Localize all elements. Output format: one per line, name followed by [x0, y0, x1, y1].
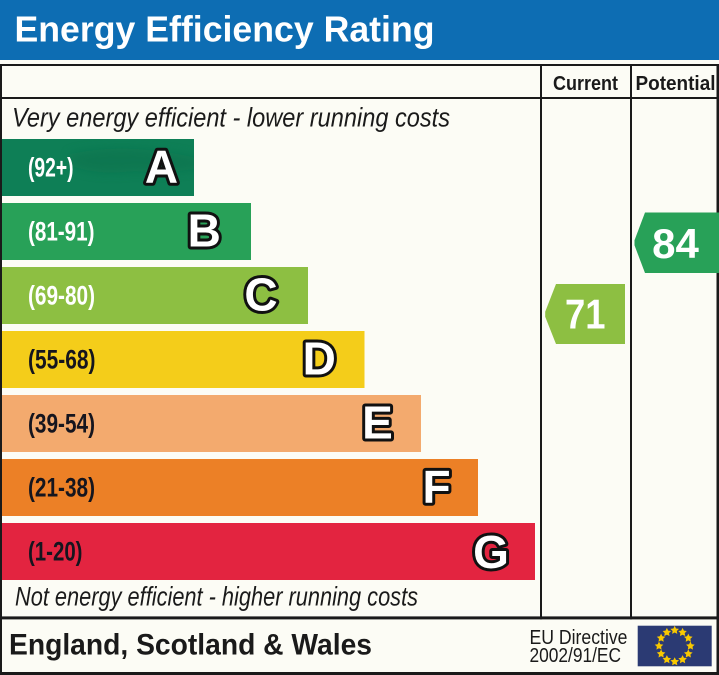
svg-text:F: F	[422, 461, 450, 513]
svg-text:(69-80): (69-80)	[28, 281, 95, 311]
svg-text:C: C	[244, 269, 277, 321]
svg-text:EU Directive: EU Directive	[530, 627, 628, 649]
svg-text:B: B	[188, 205, 221, 257]
svg-text:(1-20): (1-20)	[28, 537, 83, 567]
svg-text:Very energy efficient - lower: Very energy efficient - lower running co…	[12, 103, 450, 133]
svg-text:(92+): (92+)	[28, 153, 74, 183]
svg-text:England, Scotland & Wales: England, Scotland & Wales	[9, 629, 372, 662]
svg-text:A: A	[145, 141, 178, 193]
svg-text:Current: Current	[553, 73, 618, 95]
svg-text:2002/91/EC: 2002/91/EC	[530, 645, 622, 667]
svg-text:E: E	[362, 397, 393, 449]
svg-text:Potential: Potential	[636, 73, 716, 95]
svg-text:(81-91): (81-91)	[28, 217, 95, 247]
svg-text:71: 71	[565, 291, 606, 338]
svg-text:(39-54): (39-54)	[28, 409, 95, 439]
svg-text:(21-38): (21-38)	[28, 473, 95, 503]
svg-text:G: G	[473, 526, 509, 578]
svg-text:Energy Efficiency Rating: Energy Efficiency Rating	[15, 8, 435, 49]
svg-text:D: D	[303, 333, 336, 385]
svg-text:Not energy efficient - higher: Not energy efficient - higher running co…	[15, 582, 418, 612]
svg-text:84: 84	[652, 220, 699, 267]
svg-text:(55-68): (55-68)	[28, 345, 96, 375]
